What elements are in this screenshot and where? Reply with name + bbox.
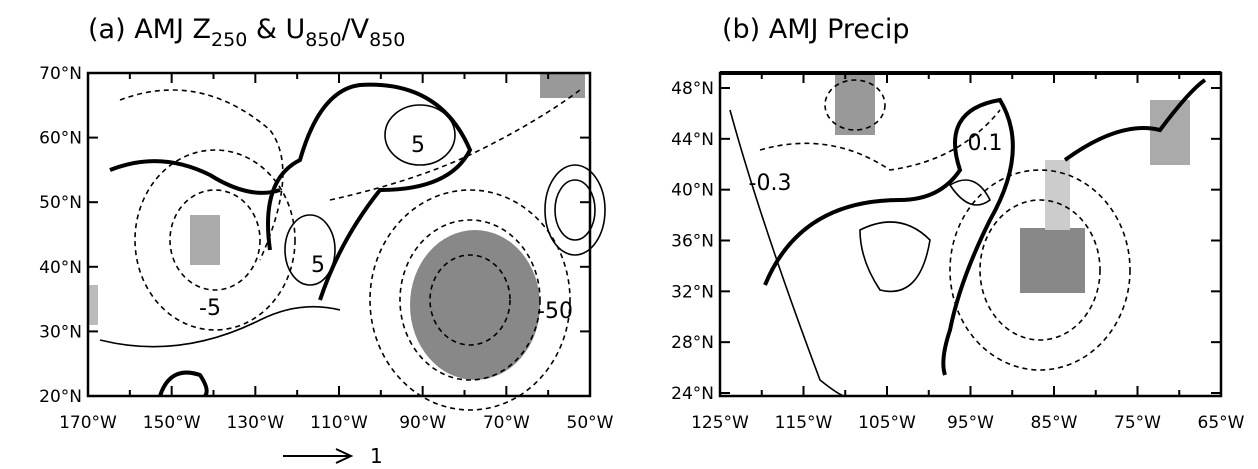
y-tick-label: 32°N [671, 282, 714, 302]
x-tick-label: 75°W [1114, 413, 1161, 433]
x-tick-label: 125°W [691, 413, 749, 433]
title-part: 850 [369, 29, 405, 51]
y-tick-label: 48°N [671, 79, 714, 99]
y-tick-label: 20°N [39, 387, 82, 407]
y-tick-label: 40°N [671, 181, 714, 201]
reference-arrow [283, 448, 354, 464]
x-tick-label: 150°W [143, 413, 201, 433]
x-tick-label: 70°W [483, 413, 530, 433]
contour-label: -50 [537, 299, 573, 324]
x-tick-label: 50°W [567, 413, 614, 433]
y-tick-label: 70°N [39, 64, 82, 84]
y-tick-label: 50°N [39, 193, 82, 213]
y-tick-label: 60°N [39, 129, 82, 149]
contour-label: -5 [199, 296, 221, 321]
title-part: 850 [305, 29, 341, 51]
x-tick-label: 110°W [310, 413, 368, 433]
title-part: 250 [211, 29, 247, 51]
panel-b-field [720, 71, 1221, 397]
title-part: /V [342, 14, 370, 45]
reference-vector-label: 1 [370, 444, 383, 465]
title-part: (a) AMJ Z [88, 14, 211, 45]
y-tick-label: 30°N [39, 322, 82, 342]
y-tick-label: 28°N [671, 333, 714, 353]
y-tick-label: 36°N [671, 232, 714, 252]
panel-title: (a) AMJ Z250 & U850/V850 [88, 14, 405, 51]
contour-label: 5 [311, 253, 325, 278]
panel-title: (b) AMJ Precip [722, 14, 910, 45]
contour-label: -0.3 [749, 171, 792, 196]
title-part: (b) AMJ Precip [722, 14, 910, 45]
x-tick-label: 115°W [775, 413, 833, 433]
x-tick-label: 95°W [947, 413, 994, 433]
x-tick-label: 90°W [399, 413, 446, 433]
frame [718, 71, 1223, 398]
x-tick-label: 130°W [226, 413, 284, 433]
x-tick-label: 105°W [858, 413, 916, 433]
contour-label: 0.1 [968, 131, 1003, 156]
x-tick-label: 170°W [59, 413, 117, 433]
y-tick-label: 24°N [671, 384, 714, 404]
x-tick-label: 65°W [1198, 413, 1245, 433]
contour-label: 5 [411, 133, 425, 158]
x-tick-label: 85°W [1031, 413, 1078, 433]
title-part: & U [247, 14, 305, 45]
y-tick-label: 44°N [671, 130, 714, 150]
y-tick-label: 40°N [39, 258, 82, 278]
panel-a-field [88, 73, 606, 411]
